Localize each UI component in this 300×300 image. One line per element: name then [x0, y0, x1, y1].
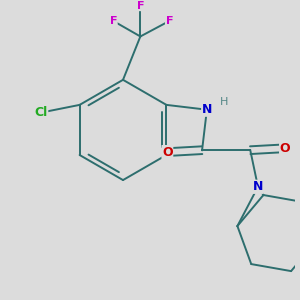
Text: O: O	[280, 142, 290, 155]
Text: F: F	[136, 1, 144, 10]
Text: N: N	[202, 103, 212, 116]
Text: F: F	[166, 16, 173, 26]
Text: N: N	[253, 180, 263, 193]
Text: H: H	[220, 97, 228, 107]
Text: F: F	[110, 16, 117, 26]
Text: O: O	[162, 146, 173, 159]
Text: Cl: Cl	[34, 106, 48, 119]
